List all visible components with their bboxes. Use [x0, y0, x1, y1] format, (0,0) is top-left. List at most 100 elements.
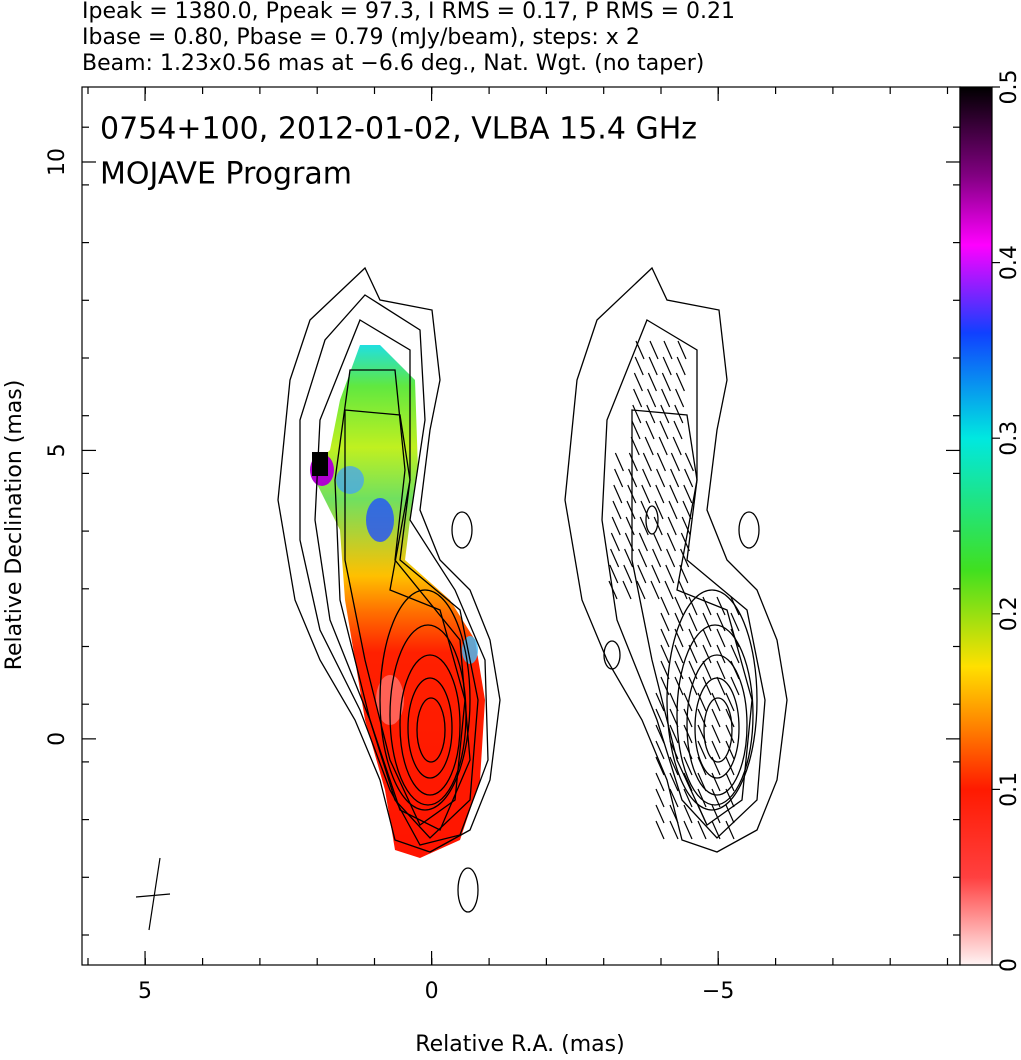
- evpa-tick: [669, 804, 679, 824]
- evpa-tick: [667, 516, 677, 536]
- evpa-tick: [655, 484, 665, 504]
- evpa-tick: [610, 548, 620, 568]
- evpa-tick: [614, 468, 624, 488]
- evpa-tick: [661, 388, 671, 408]
- evpa-tick: [675, 388, 685, 408]
- evpa-tick: [655, 820, 665, 840]
- evpa-tick: [716, 644, 726, 664]
- evpa-tick: [716, 612, 726, 632]
- evpa-tick: [628, 468, 638, 488]
- evpa-tick: [725, 708, 735, 728]
- evpa-tick: [730, 644, 740, 664]
- evpa-tick: [669, 756, 679, 776]
- header-line: Beam: 1.23x0.56 mas at −6.6 deg., Nat. W…: [82, 51, 704, 76]
- evpa-tick: [630, 436, 640, 456]
- evpa-tick: [614, 452, 624, 472]
- evpa-tick: [647, 388, 657, 408]
- colorbar: [959, 86, 993, 966]
- evpa-tick: [642, 468, 652, 488]
- y-tick-label: 10: [45, 148, 70, 176]
- evpa-tick: [634, 356, 644, 376]
- evpa-tick: [660, 660, 670, 680]
- plot-frame: [81, 86, 961, 966]
- colorbar-tick-label: 0.4: [997, 245, 1021, 280]
- evpa-tick: [652, 548, 662, 568]
- y-tick-label: 5: [45, 443, 70, 457]
- evpa-tick: [626, 500, 636, 520]
- evpa-tick: [649, 340, 659, 360]
- evpa-tick: [683, 772, 693, 792]
- evpa-tick: [688, 596, 698, 616]
- evpa-tick: [730, 676, 740, 696]
- evpa-tick: [697, 772, 707, 792]
- evpa-tick: [658, 436, 668, 456]
- evpa-tick: [669, 692, 679, 712]
- evpa-tick: [674, 628, 684, 648]
- evpa-tick: [669, 772, 679, 792]
- evpa-tick: [697, 740, 707, 760]
- evpa-tick: [642, 452, 652, 472]
- evpa-tick: [652, 532, 662, 552]
- evpa-tick: [627, 484, 637, 504]
- evpa-tick: [669, 788, 679, 808]
- evpa-tick: [666, 532, 676, 552]
- evpa-tick: [666, 548, 676, 568]
- evpa-tick: [688, 612, 698, 632]
- evpa-tick: [646, 404, 656, 424]
- evpa-tick: [711, 692, 721, 712]
- evpa-tick: [624, 532, 634, 552]
- evpa-tick: [662, 356, 672, 376]
- evpa-tick: [683, 804, 693, 824]
- evpa-tick: [730, 612, 740, 632]
- colorbar-tick-label: 0: [997, 958, 1021, 972]
- evpa-tick: [716, 660, 726, 680]
- evpa-tick: [633, 388, 643, 408]
- axes: 5 0 −5 0 5 10 0 0.1 0.2 0.3 0.4 0.5: [45, 70, 1021, 1005]
- evpa-tick: [633, 372, 643, 392]
- x-tick-label: 5: [138, 979, 152, 1004]
- evpa-tick: [702, 596, 712, 616]
- evpa-tick: [682, 500, 692, 520]
- evpa-tick: [684, 468, 694, 488]
- evpa-tick: [656, 468, 666, 488]
- evpa-tick: [655, 788, 665, 808]
- evpa-tick: [611, 516, 621, 536]
- evpa-tick: [655, 772, 665, 792]
- evpa-tick: [716, 676, 726, 696]
- evpa-tick: [622, 580, 632, 600]
- evpa-tick: [711, 772, 721, 792]
- evpa-tick: [683, 708, 693, 728]
- evpa-tick: [665, 564, 675, 584]
- header-line: Ibase = 0.80, Pbase = 0.79 (mJy/beam), s…: [82, 25, 640, 50]
- evpa-tick: [623, 564, 633, 584]
- evpa-tick: [711, 788, 721, 808]
- evpa-tick: [669, 820, 679, 840]
- colorbar-tick-label: 0.5: [997, 70, 1021, 105]
- evpa-tick: [645, 420, 655, 440]
- evpa-tick: [725, 756, 735, 776]
- colorbar-tick-label: 0.1: [997, 772, 1021, 807]
- evpa-tick: [609, 564, 619, 584]
- evpa-tick: [711, 804, 721, 824]
- x-tick-label: −5: [702, 979, 734, 1004]
- evpa-tick: [638, 532, 648, 552]
- evpa-tick: [651, 564, 661, 584]
- evpa-tick: [688, 660, 698, 680]
- evpa-tick: [640, 500, 650, 520]
- evpa-tick: [631, 420, 641, 440]
- contours: [277, 266, 788, 913]
- evpa-tick: [683, 692, 693, 712]
- evpa-tick: [725, 692, 735, 712]
- evpa-tick: [676, 356, 686, 376]
- evpa-tick: [639, 516, 649, 536]
- plot-label: 0754+100, 2012-01-02, VLBA 15.4 GHz: [100, 112, 697, 147]
- evpa-tick: [647, 372, 657, 392]
- x-axis-label: Relative R.A. (mas): [415, 1032, 624, 1057]
- evpa-tick: [612, 500, 622, 520]
- evpa-tick: [641, 484, 651, 504]
- evpa-tick: [648, 356, 658, 376]
- evpa-tick: [697, 708, 707, 728]
- evpa-tick: [680, 548, 690, 568]
- evpa-tick: [637, 564, 647, 584]
- evpa-tick: [608, 580, 618, 600]
